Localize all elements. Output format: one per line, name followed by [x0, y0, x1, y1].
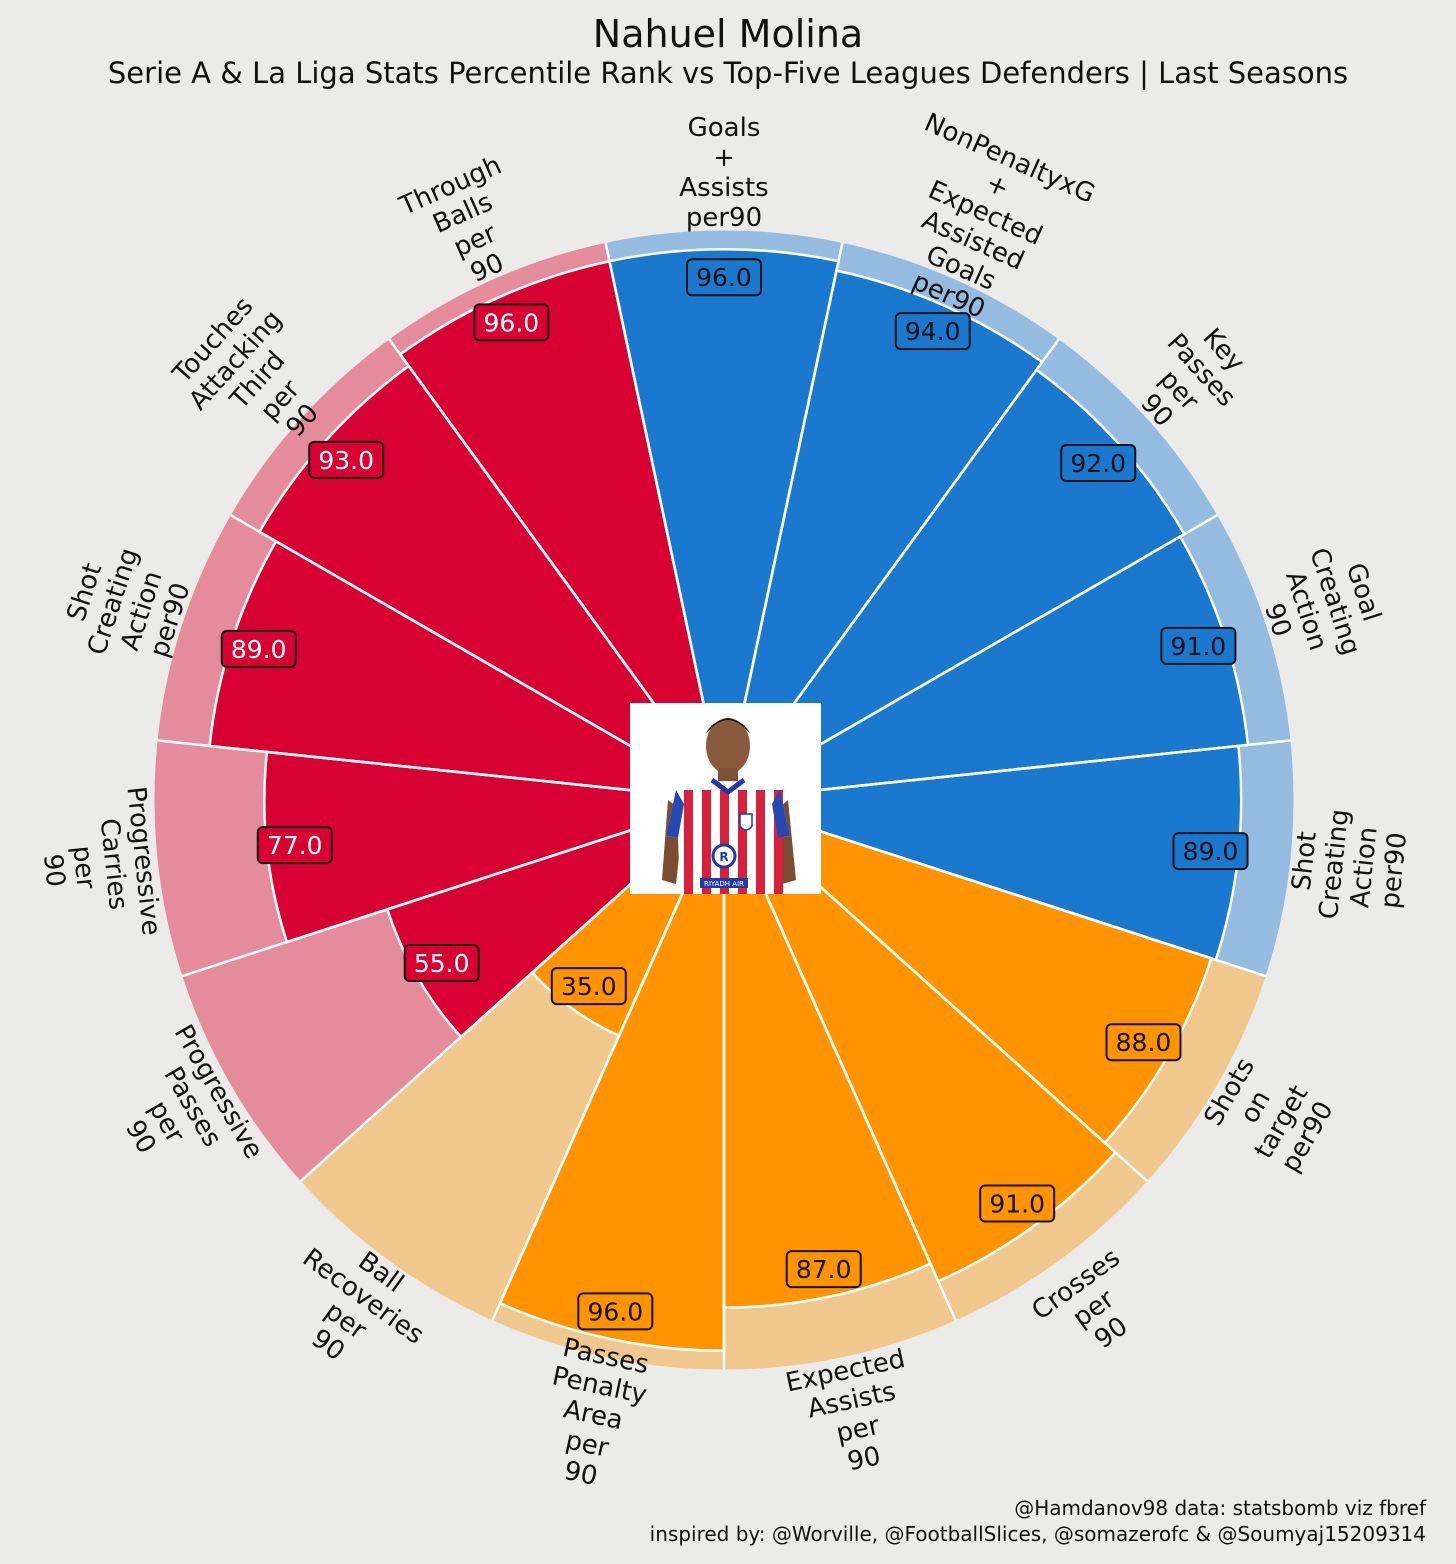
shirt-stripe — [738, 790, 747, 894]
slice-value-bar-0 — [609, 249, 839, 712]
value-badge-box — [220, 629, 297, 668]
category-label-line: 90 — [845, 1441, 884, 1477]
chart-subtitle: Serie A & La Liga Stats Percentile Rank … — [107, 56, 1349, 90]
category-label-line: 90 — [37, 852, 70, 888]
value-badge-box — [1160, 626, 1237, 665]
value-badge-7: 87.0 — [785, 1250, 862, 1289]
value-badge-text: 91.0 — [1171, 632, 1227, 661]
category-label-13: TouchesAttackingThirdper90 — [161, 284, 355, 476]
shirt-stripe — [756, 790, 765, 894]
value-badge-box — [785, 1250, 862, 1289]
slice-value-bar-8 — [499, 882, 724, 1351]
value-badge-text: 96.0 — [484, 308, 540, 337]
value-badge-box — [1105, 1023, 1182, 1062]
value-badge-text: 88.0 — [1116, 1028, 1172, 1057]
value-badge-8: 96.0 — [577, 1292, 654, 1331]
value-badge-text: 96.0 — [587, 1297, 643, 1326]
value-badge-9: 35.0 — [550, 967, 627, 1006]
slice-value-bar-6 — [760, 860, 1116, 1282]
slice-separators — [153, 229, 1295, 1371]
value-badge-text: 55.0 — [414, 949, 470, 978]
slice-value-bar-14 — [400, 261, 706, 728]
value-badge-text: 77.0 — [267, 831, 323, 860]
category-label-4: ShotCreatingActionper90 — [1284, 804, 1415, 927]
value-badge-text: 96.0 — [696, 263, 752, 292]
category-label-line: 90 — [561, 1456, 600, 1492]
value-badge-text: 91.0 — [989, 1190, 1045, 1219]
value-badge-box — [256, 826, 333, 865]
player-photo: R RIYADH AIR — [630, 703, 821, 894]
category-label-line: Assists — [679, 173, 768, 203]
value-badge-2: 92.0 — [1060, 444, 1137, 483]
shirt-stripe — [702, 790, 711, 894]
value-badge-box — [473, 303, 550, 342]
chart-title: Nahuel Molina — [592, 12, 864, 56]
slice-value-bar-11 — [264, 751, 639, 943]
value-badge-box — [894, 312, 971, 351]
value-badge-1: 94.0 — [894, 312, 971, 351]
category-label-7: ExpectedAssistsper90 — [783, 1344, 927, 1487]
category-label-line: Goals — [688, 113, 761, 143]
category-label-0: Goals + Assists per90 — [679, 113, 768, 233]
value-badge-0: 96.0 — [686, 258, 762, 297]
value-badge-10: 55.0 — [403, 944, 480, 982]
category-label-line: Shot — [1287, 830, 1323, 892]
credit-line-1: @Hamdanov98 data: statsbomb viz fbref — [1014, 1496, 1426, 1520]
shirt-stripe — [684, 790, 693, 894]
value-badge-5: 88.0 — [1105, 1023, 1182, 1062]
slice-values — [209, 249, 1248, 1351]
category-label-11: ProgressiveCarriesper90 — [31, 785, 166, 946]
value-badge-12: 89.0 — [220, 629, 297, 668]
credit-line-2: inspired by: @Worville, @FootballSlices,… — [649, 1522, 1426, 1546]
value-badge-text: 89.0 — [231, 635, 287, 664]
value-badge-text: 87.0 — [796, 1255, 852, 1284]
shirt-stripe — [720, 790, 729, 894]
value-badge-box — [403, 944, 480, 982]
value-badge-box — [1060, 444, 1137, 483]
value-badges: 96.0 94.0 92.0 91.0 89.0 88.0 91.0 87.0 96.0 35.0… — [220, 258, 1249, 1331]
svg-text:R: R — [719, 850, 728, 864]
value-badge-box — [686, 258, 762, 297]
value-badge-14: 96.0 — [473, 303, 550, 342]
value-badge-box — [979, 1184, 1056, 1223]
slice-value-bar-12 — [209, 541, 647, 791]
slice-value-bar-7 — [724, 882, 931, 1308]
value-badge-4: 89.0 — [1172, 832, 1249, 871]
slice-value-bar-5 — [790, 827, 1212, 1143]
slice-value-bar-10 — [387, 827, 658, 1037]
outer-ring — [153, 229, 1295, 1371]
category-label-2: KeyPassesper90 — [1116, 308, 1263, 453]
slice-value-bar-3 — [801, 536, 1248, 791]
value-badge-6: 91.0 — [979, 1184, 1056, 1223]
value-badge-text: 94.0 — [905, 317, 961, 346]
category-label-line: + — [713, 143, 735, 173]
slice-value-bar-1 — [742, 270, 1043, 728]
value-badge-text: 35.0 — [561, 972, 617, 1001]
category-label-line: per — [66, 844, 100, 890]
value-badge-box — [1172, 832, 1249, 871]
value-badge-text: 89.0 — [1183, 837, 1239, 866]
value-badge-13: 93.0 — [308, 440, 385, 479]
value-badge-text: 93.0 — [318, 446, 374, 475]
value-badge-text: 92.0 — [1070, 449, 1126, 478]
value-badge-box — [308, 440, 385, 479]
value-badge-box — [577, 1292, 654, 1331]
category-label-8: PassesPenaltyAreaper90 — [531, 1332, 656, 1499]
value-badge-11: 77.0 — [256, 826, 333, 865]
category-label-line: per90 — [686, 203, 762, 233]
shirt-sponsor-text: RIYADH AIR — [704, 880, 744, 888]
slice-value-bar-4 — [809, 745, 1242, 960]
shirt-stripe — [774, 790, 783, 894]
value-badge-3: 91.0 — [1160, 626, 1237, 665]
value-badge-box — [550, 967, 627, 1006]
